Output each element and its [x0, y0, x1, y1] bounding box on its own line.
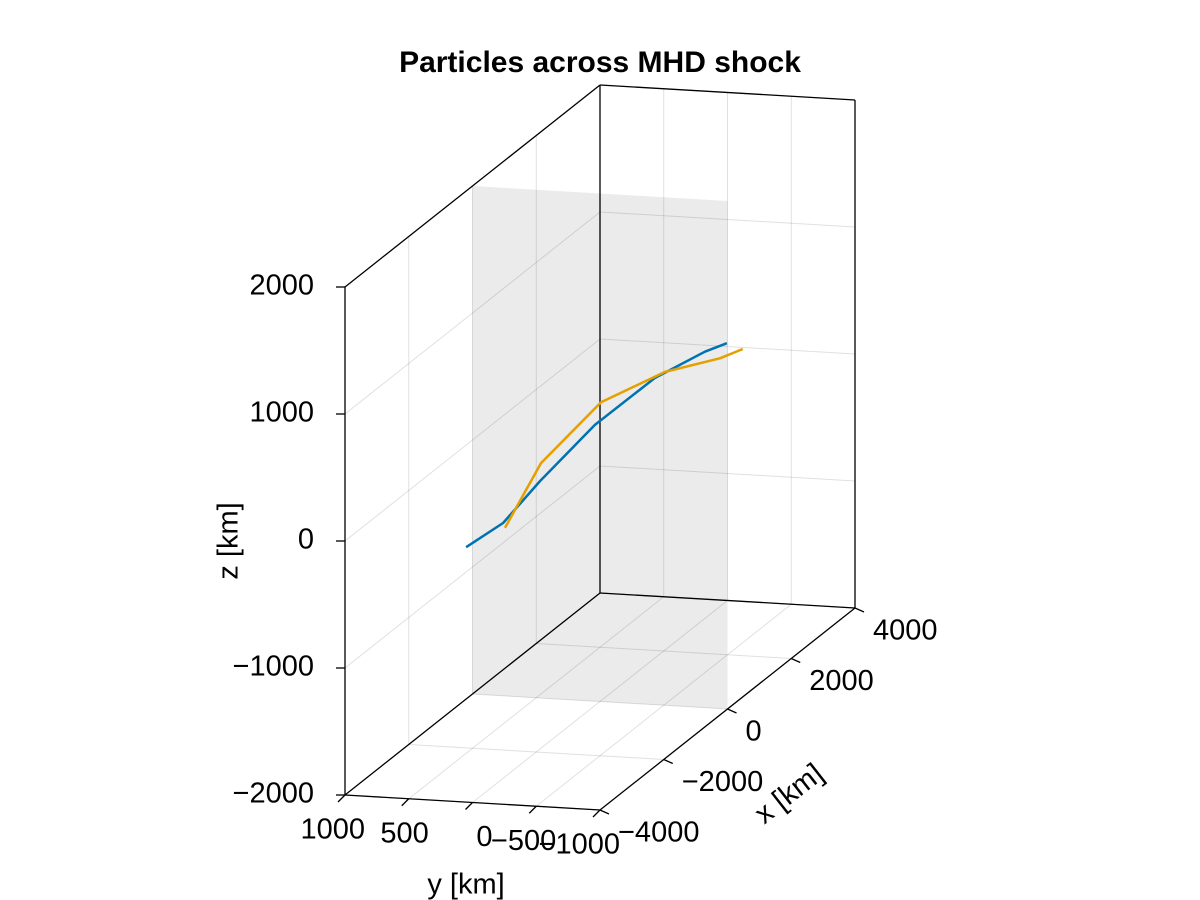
y-tick-label: 0: [476, 821, 492, 853]
z-axis-label: z [km]: [213, 502, 245, 579]
grid-line: [344, 338, 601, 542]
tick-mark: [599, 809, 610, 815]
axis-edge: [599, 84, 856, 101]
tick-mark: [790, 657, 801, 664]
grid-line: [344, 465, 601, 669]
grid-line: [408, 744, 664, 760]
y-axis-label: y [km]: [427, 869, 504, 900]
axis-edge: [344, 84, 601, 288]
tick-mark: [663, 758, 674, 765]
x-tick-label: −4000: [618, 817, 699, 849]
grid-line: [472, 600, 728, 803]
grid-line: [599, 465, 856, 482]
x-tick-label: 4000: [873, 615, 938, 647]
tick-mark: [854, 607, 865, 613]
axis-edge: [344, 592, 601, 796]
tick-mark: [528, 805, 537, 814]
z-tick-label: 1000: [249, 397, 314, 429]
z-tick-label: −2000: [233, 778, 314, 810]
grid-line: [472, 693, 728, 710]
z-tick-label: 2000: [249, 270, 314, 302]
tick-mark: [401, 798, 410, 807]
series-line: [465, 342, 728, 549]
grid-line: [408, 596, 665, 800]
y-tick-label: 500: [380, 817, 428, 849]
z-tick-label: −1000: [233, 651, 314, 683]
grid-line: [536, 643, 792, 659]
grid-line: [535, 603, 792, 807]
grid-line: [599, 211, 856, 228]
y-tick-label: 1000: [300, 814, 365, 846]
tick-mark: [592, 809, 601, 818]
tick-mark: [465, 802, 473, 810]
tick-mark: [337, 794, 346, 803]
x-tick-label: 0: [746, 716, 762, 748]
grid-line: [344, 211, 601, 415]
grid-line: [599, 338, 856, 355]
x-tick-label: −2000: [682, 766, 763, 798]
axis-edge: [599, 592, 856, 609]
z-tick-label: 0: [298, 524, 314, 556]
x-tick-label: 2000: [809, 665, 874, 697]
series-line: [503, 347, 744, 529]
tick-mark: [727, 708, 737, 714]
chart-title: Particles across MHD shock: [399, 46, 801, 79]
y-tick-label: −500: [491, 825, 556, 857]
y-tick-label: −1000: [539, 829, 620, 861]
